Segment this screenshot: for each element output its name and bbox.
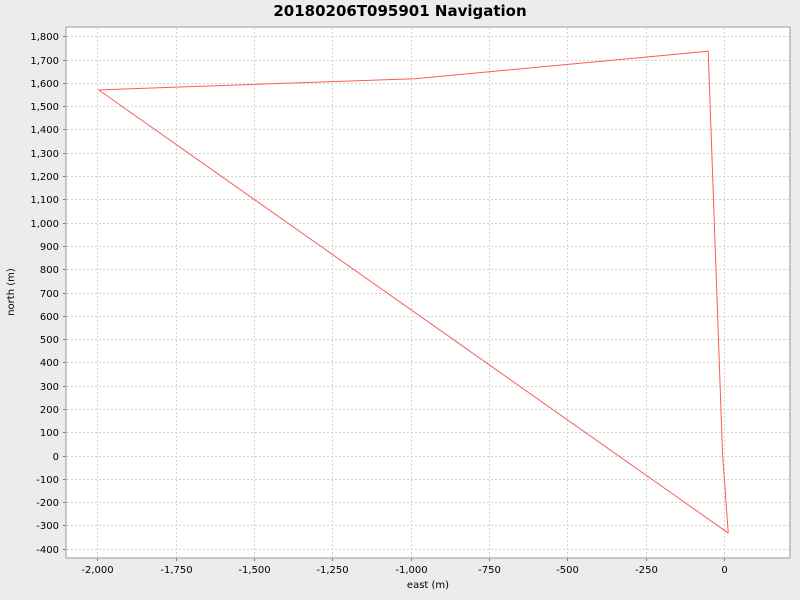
y-axis-title: north (m)	[6, 268, 17, 316]
y-axis-tick-label: 1,100	[30, 195, 59, 206]
y-axis-tick-labels: -400 -300 -200 -100 0 100 200 300 400 500 600 700 80…	[30, 32, 59, 556]
data-series-group	[98, 50, 729, 534]
x-axis-tick-labels: -2,000 -1,750 -1,500 -1,250 -1,000 -750 -500 -2…	[81, 565, 727, 576]
x-axis-tick-label: -500	[556, 565, 579, 576]
chart-title: 20180206T095901 Navigation	[273, 2, 527, 20]
y-axis-tick-label: 200	[40, 405, 59, 416]
y-axis-tick-label: 1,500	[30, 102, 59, 113]
y-axis-tick-label: -200	[36, 498, 59, 509]
y-axis-tick-label: 300	[40, 382, 59, 393]
series-line	[98, 50, 729, 534]
x-axis-tick-label: -750	[478, 565, 501, 576]
y-axis-tick-label: 900	[40, 242, 59, 253]
y-axis-tick-label: 0	[53, 452, 59, 463]
y-axis-tick-label: 500	[40, 335, 59, 346]
y-axis-tick-label: 1,700	[30, 56, 59, 67]
y-axis-tick-label: 1,300	[30, 149, 59, 160]
series-line	[98, 89, 729, 534]
x-axis-title: east (m)	[407, 580, 449, 591]
y-axis-tick-label: -100	[36, 475, 59, 486]
y-axis-tick-label: 100	[40, 428, 59, 439]
x-gridlines	[97, 28, 725, 557]
x-axis-tick-label: 0	[721, 565, 727, 576]
y-axis-tick-label: 1,200	[30, 172, 59, 183]
y-axis-tick-label: 1,000	[30, 219, 59, 230]
plot-frame	[65, 26, 791, 559]
y-axis-tick-label: 600	[40, 312, 59, 323]
y-gridlines	[67, 36, 789, 550]
x-axis-tick-label: -1,500	[238, 565, 270, 576]
y-axis-tick-label: -400	[36, 545, 59, 556]
x-axis-tick-label: -2,000	[81, 565, 113, 576]
x-axis-tick-label: -1,000	[395, 565, 427, 576]
y-axis-tick-label: 400	[40, 358, 59, 369]
x-axis-tick-label: -1,250	[316, 565, 348, 576]
y-axis-tick-label: 1,600	[30, 79, 59, 90]
y-axis-tick-label: -300	[36, 521, 59, 532]
y-axis-tick-label: 800	[40, 265, 59, 276]
x-axis-tick-label: -1,750	[160, 565, 192, 576]
x-axis-tick-label: -250	[635, 565, 658, 576]
y-axis-tick-label: 700	[40, 289, 59, 300]
y-axis-tick-label: 1,800	[30, 32, 59, 43]
y-axis-tick-label: 1,400	[30, 125, 59, 136]
plot-background	[66, 27, 790, 558]
